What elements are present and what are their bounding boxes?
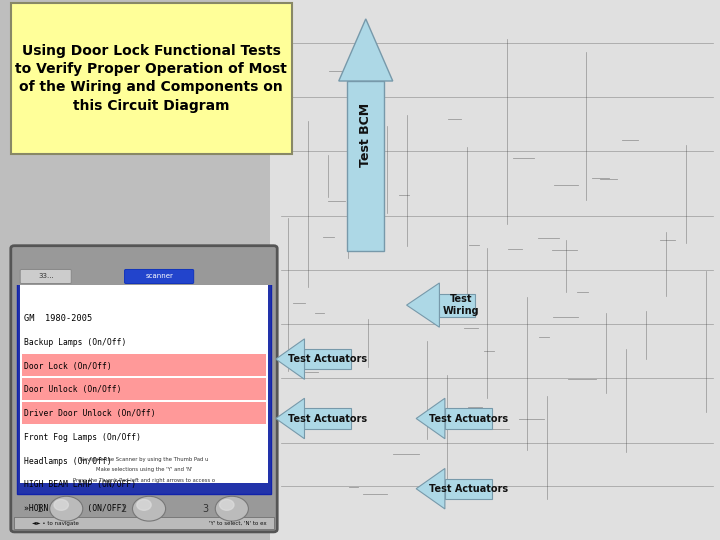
Circle shape xyxy=(215,496,248,521)
FancyBboxPatch shape xyxy=(22,354,266,376)
FancyBboxPatch shape xyxy=(445,478,492,499)
Text: Test Actuators: Test Actuators xyxy=(429,414,508,423)
FancyBboxPatch shape xyxy=(270,0,720,540)
FancyBboxPatch shape xyxy=(125,269,194,284)
FancyBboxPatch shape xyxy=(305,349,351,369)
FancyBboxPatch shape xyxy=(11,246,277,532)
Text: Door Unlock (On/Off): Door Unlock (On/Off) xyxy=(24,386,121,394)
Text: Headlamps (On/Off): Headlamps (On/Off) xyxy=(24,457,112,465)
Circle shape xyxy=(132,496,166,521)
Text: 2: 2 xyxy=(120,504,126,514)
FancyBboxPatch shape xyxy=(347,81,384,251)
FancyBboxPatch shape xyxy=(22,378,266,400)
FancyBboxPatch shape xyxy=(22,402,266,424)
Text: Test Actuators: Test Actuators xyxy=(289,354,367,364)
Polygon shape xyxy=(407,283,439,327)
Text: ◄► • to navigate: ◄► • to navigate xyxy=(32,521,79,526)
Circle shape xyxy=(50,496,83,521)
Polygon shape xyxy=(276,399,305,438)
Polygon shape xyxy=(339,19,393,81)
Polygon shape xyxy=(439,294,475,316)
FancyBboxPatch shape xyxy=(445,408,492,429)
Circle shape xyxy=(54,500,68,510)
Text: Test
Wiring: Test Wiring xyxy=(443,294,479,316)
Text: 1: 1 xyxy=(37,504,43,514)
Text: Using Door Lock Functional Tests
to Verify Proper Operation of Most
of the Wirin: Using Door Lock Functional Tests to Veri… xyxy=(15,44,287,113)
Text: »HORN RELAY  (ON/OFF): »HORN RELAY (ON/OFF) xyxy=(24,504,126,513)
Circle shape xyxy=(137,500,151,510)
Text: Test Actuators: Test Actuators xyxy=(429,484,508,494)
FancyBboxPatch shape xyxy=(14,517,274,529)
FancyBboxPatch shape xyxy=(14,268,274,285)
Polygon shape xyxy=(276,339,305,379)
Text: scanner: scanner xyxy=(145,273,173,280)
FancyBboxPatch shape xyxy=(11,3,292,154)
Text: Front Fog Lamps (On/Off): Front Fog Lamps (On/Off) xyxy=(24,433,141,442)
FancyBboxPatch shape xyxy=(20,269,71,284)
Text: Test Actuators: Test Actuators xyxy=(289,414,367,423)
Text: Test BCM: Test BCM xyxy=(359,103,372,167)
FancyBboxPatch shape xyxy=(17,270,271,494)
Text: HIGH BEAM LAMP (ON/OFF): HIGH BEAM LAMP (ON/OFF) xyxy=(24,481,136,489)
Text: Make selections using the 'Y' and 'N': Make selections using the 'Y' and 'N' xyxy=(96,467,192,472)
Text: Navigate the Scanner by using the Thumb Pad u: Navigate the Scanner by using the Thumb … xyxy=(80,456,208,462)
Text: 'Y' to select, 'N' to ex: 'Y' to select, 'N' to ex xyxy=(209,521,266,526)
FancyBboxPatch shape xyxy=(305,408,351,429)
Text: Press the Thumb Pad left and right arrows to access o: Press the Thumb Pad left and right arrow… xyxy=(73,478,215,483)
Text: Door Lock (On/Off): Door Lock (On/Off) xyxy=(24,362,112,370)
Text: Driver Door Unlock (On/Off): Driver Door Unlock (On/Off) xyxy=(24,409,156,418)
Text: 33...: 33... xyxy=(38,273,54,280)
Text: 3: 3 xyxy=(202,504,209,514)
Polygon shape xyxy=(416,399,445,438)
Polygon shape xyxy=(416,468,445,509)
Text: GM  1980-2005: GM 1980-2005 xyxy=(24,314,92,323)
Text: Backup Lamps (On/Off): Backup Lamps (On/Off) xyxy=(24,338,126,347)
Circle shape xyxy=(220,500,234,510)
FancyBboxPatch shape xyxy=(20,275,268,483)
